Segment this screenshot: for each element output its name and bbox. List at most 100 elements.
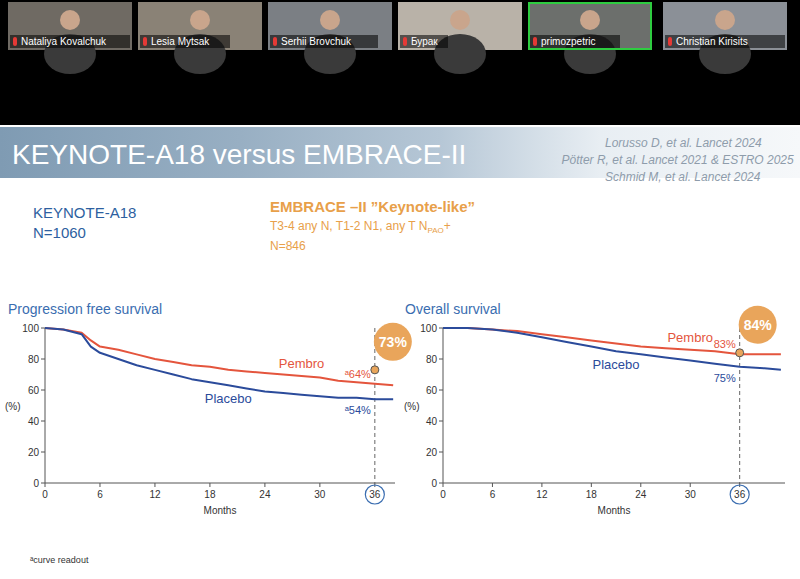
series-label: Placebo bbox=[205, 391, 252, 406]
y-axis bbox=[45, 328, 46, 483]
x-tick-label: 18 bbox=[586, 489, 598, 500]
x-tick bbox=[209, 483, 210, 487]
x-tick-label: 0 bbox=[440, 489, 446, 500]
name-bg bbox=[530, 35, 620, 48]
embrace-badge-label: 84% bbox=[744, 317, 773, 333]
tick-highlight bbox=[365, 485, 384, 504]
slide bbox=[0, 125, 800, 579]
video-tile bbox=[8, 2, 132, 50]
y-tick bbox=[41, 359, 45, 360]
criteria: T3-4 any N, T1-2 N1, any T NPAO+ bbox=[270, 219, 451, 235]
person-head bbox=[60, 10, 80, 30]
mic-icon bbox=[143, 37, 147, 46]
y-tick bbox=[41, 421, 45, 422]
x-tick-label: 12 bbox=[149, 489, 161, 500]
study-n: N=1060 bbox=[33, 224, 86, 241]
y-tick bbox=[41, 390, 45, 391]
y-tick bbox=[439, 359, 443, 360]
x-tick bbox=[690, 483, 691, 487]
person-head bbox=[320, 10, 340, 30]
participant-name: Lesia Mytsak bbox=[151, 36, 210, 47]
x-tick-label: 18 bbox=[204, 489, 216, 500]
embrace-badge bbox=[374, 323, 412, 361]
y-tick-label: 100 bbox=[22, 323, 39, 334]
embrace-badge-label: 73% bbox=[379, 334, 408, 350]
readout-label: 75% bbox=[714, 372, 736, 384]
y-axis-title: (%) bbox=[404, 401, 420, 412]
tick-highlight bbox=[730, 485, 749, 504]
chart-title: Progression free survival bbox=[8, 301, 162, 317]
x-axis-title: Months bbox=[598, 505, 631, 516]
readout-label: ᵃ54% bbox=[345, 404, 371, 416]
y-tick-label: 20 bbox=[28, 447, 40, 458]
mic-icon bbox=[668, 37, 672, 46]
embrace-badge bbox=[739, 306, 777, 344]
chart-title: Overall survival bbox=[405, 301, 501, 317]
mic-icon bbox=[13, 37, 17, 46]
person-head bbox=[580, 10, 600, 30]
video-tile bbox=[138, 2, 262, 50]
y-tick bbox=[439, 390, 443, 391]
person-head bbox=[450, 10, 470, 30]
y-tick-label: 40 bbox=[28, 416, 40, 427]
y-tick bbox=[439, 328, 443, 329]
reference-line bbox=[374, 328, 375, 483]
study-n: N=846 bbox=[270, 239, 306, 253]
x-axis bbox=[45, 483, 395, 484]
x-tick bbox=[541, 483, 542, 487]
y-tick bbox=[439, 421, 443, 422]
y-axis-title: (%) bbox=[5, 401, 21, 412]
series-label: Pembro bbox=[279, 356, 325, 371]
readout-label: ᵃ64% bbox=[345, 368, 371, 380]
x-tick-label: 0 bbox=[42, 489, 48, 500]
y-tick-label: 80 bbox=[28, 354, 40, 365]
person-head bbox=[715, 10, 735, 30]
x-tick bbox=[99, 483, 100, 487]
participant-name: primozpetric bbox=[541, 36, 595, 47]
video-tile bbox=[528, 2, 652, 50]
reference: Pötter R, et al. Lancet 2021 & ESTRO 202… bbox=[562, 153, 794, 167]
name-bg bbox=[270, 35, 378, 48]
survival-curve bbox=[45, 328, 393, 399]
footnote: ᵃcurve readout bbox=[30, 555, 89, 565]
reference: Lorusso D, et al. Lancet 2024 bbox=[605, 136, 762, 150]
readout-label: 83% bbox=[714, 338, 736, 350]
y-tick bbox=[41, 483, 45, 484]
x-tick-label: 36 bbox=[369, 489, 381, 500]
person-head bbox=[190, 10, 210, 30]
x-tick-label: 36 bbox=[734, 489, 746, 500]
y-tick-label: 0 bbox=[33, 478, 39, 489]
y-axis bbox=[443, 328, 444, 483]
survival-curve bbox=[45, 328, 393, 385]
embrace-point bbox=[736, 349, 744, 357]
mic-icon bbox=[273, 37, 277, 46]
x-tick bbox=[154, 483, 155, 487]
x-axis-title: Months bbox=[204, 505, 237, 516]
participant-name: Christian Kirisits bbox=[676, 36, 748, 47]
y-tick-label: 40 bbox=[426, 416, 438, 427]
name-bg bbox=[140, 35, 230, 48]
y-tick bbox=[439, 452, 443, 453]
video-tile bbox=[663, 2, 787, 50]
y-tick-label: 0 bbox=[431, 478, 437, 489]
embrace-point bbox=[371, 366, 379, 374]
active-speaker-border bbox=[529, 3, 651, 49]
series-label: Placebo bbox=[593, 357, 640, 372]
name-bg bbox=[665, 35, 785, 48]
y-tick bbox=[439, 483, 443, 484]
x-tick-label: 6 bbox=[97, 489, 103, 500]
reference: Schmid M, et al. Lancet 2024 bbox=[605, 170, 761, 184]
participant-name: Бурак bbox=[411, 36, 438, 47]
y-tick bbox=[41, 452, 45, 453]
x-tick-label: 30 bbox=[685, 489, 697, 500]
study-heading: KEYNOTE-A18 bbox=[33, 204, 136, 221]
x-tick bbox=[45, 483, 46, 487]
plot-data bbox=[45, 328, 393, 399]
x-tick bbox=[264, 483, 265, 487]
x-tick-label: 6 bbox=[490, 489, 496, 500]
slide-title: KEYNOTE-A18 versus EMBRACE-II bbox=[12, 139, 466, 170]
x-tick-label: 24 bbox=[259, 489, 271, 500]
mic-icon bbox=[403, 37, 407, 46]
criteria-text: T3-4 any N, T1-2 N1, any T N bbox=[270, 219, 427, 233]
mic-icon bbox=[533, 37, 537, 46]
